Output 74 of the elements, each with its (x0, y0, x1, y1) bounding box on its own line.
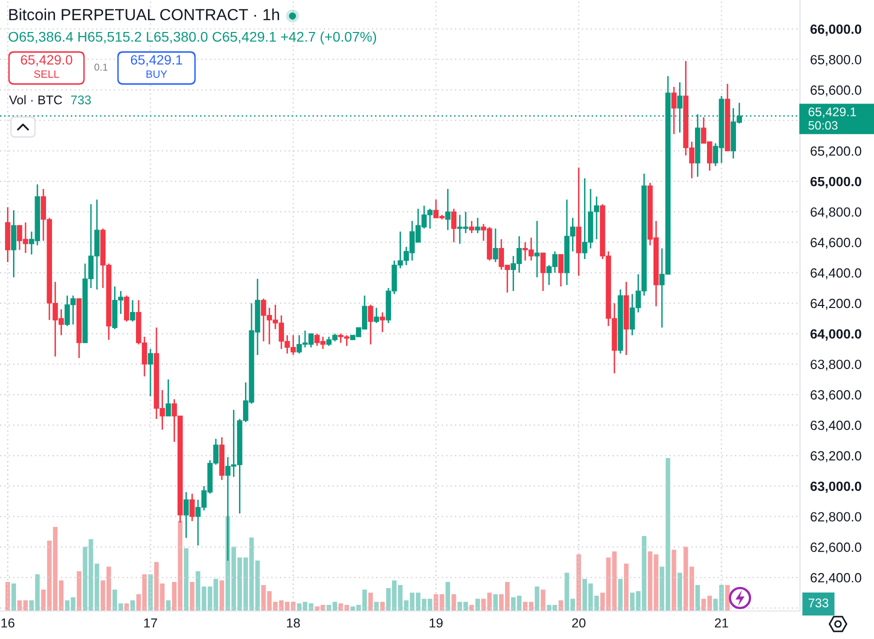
bar (76, 571, 82, 611)
annotation: BUY (146, 70, 168, 78)
candlestick (380, 312, 386, 333)
x-tick-label: 20 (572, 618, 586, 628)
annotation: O65,386.4 H65,515.2 L65,380.0 C65,429.1 +42.7 (+0.07%) (8, 31, 376, 45)
y-tick-label: 64,600.0 (810, 238, 862, 249)
bar (130, 600, 135, 611)
candlestick (492, 228, 498, 263)
y-tick-label: 62,600.0 (810, 542, 862, 554)
y-tick-label: 62,800.0 (810, 512, 862, 524)
bar (672, 550, 676, 611)
y-tick-label: 64,400.0 (810, 268, 862, 280)
candlestick (671, 86, 677, 135)
candlestick (469, 220, 474, 234)
candlestick (475, 217, 480, 234)
candlestick (534, 220, 540, 278)
y-tick-label: 64,000.0 (810, 329, 862, 341)
bar (540, 590, 546, 611)
bar (368, 592, 373, 611)
chart-title: Bitcoin PERPETUAL CONTRACT · 1h (9, 8, 280, 20)
annotation: 0.1 (94, 64, 108, 71)
bar (624, 564, 629, 611)
candlestick (558, 254, 564, 288)
y-tick-label: 63,400.0 (810, 420, 862, 432)
x-tick-label: 18 (286, 618, 300, 628)
x-tick-label: 21 (714, 618, 728, 628)
candlestick (184, 491, 189, 539)
bar (452, 594, 456, 611)
y-tick-label: 63,000.0 (810, 482, 862, 493)
bar (446, 582, 450, 611)
y-tick-label: 65,600.0 (810, 85, 862, 96)
candlestick (190, 492, 195, 522)
bar (475, 598, 480, 611)
x-tick-label: 17 (144, 618, 158, 628)
candlestick (374, 307, 380, 324)
candlestick (540, 252, 546, 292)
text: 733 (808, 598, 828, 608)
candlestick (368, 304, 374, 346)
y-tick-label: 66,000.0 (810, 24, 862, 36)
y-tick-label: 65,800.0 (810, 54, 862, 66)
bar (190, 582, 194, 611)
bar (220, 580, 224, 611)
y-tick-label: 64,200.0 (810, 298, 862, 310)
y-tick-label: 64,800.0 (810, 207, 862, 218)
candlestick (445, 188, 450, 231)
candlestick (124, 294, 130, 322)
bar (695, 584, 700, 611)
y-tick-label: 63,600.0 (810, 390, 862, 402)
candlestick (130, 299, 136, 322)
bar (725, 584, 730, 611)
candlestick (166, 378, 171, 417)
x-tick-label: 19 (430, 618, 443, 628)
bar (493, 594, 498, 611)
candlestick (451, 208, 456, 243)
bar (184, 548, 188, 611)
ref-line-label: 65,429.1 (808, 107, 856, 118)
y-tick-label: 62,400.0 (810, 573, 862, 584)
bar (678, 572, 682, 611)
chart-title: Vol · BTC (9, 95, 62, 104)
candlestick (148, 348, 154, 397)
annotation: SELL (34, 70, 59, 78)
annotation: 733 (71, 96, 91, 104)
bar (166, 600, 171, 611)
annotation: 65,429.0 (20, 55, 72, 66)
text: 50:03 (808, 121, 838, 130)
bar (534, 586, 540, 611)
x-tick-label: 16 (1, 618, 14, 628)
y-tick-label: 65,000.0 (810, 176, 862, 188)
annotation: 65,429.1 (130, 55, 182, 66)
y-tick-label: 65,200.0 (810, 146, 862, 158)
bar (11, 583, 16, 611)
y-tick-label: 63,200.0 (810, 451, 862, 462)
bar (618, 578, 623, 611)
y-tick-label: 63,800.0 (810, 360, 862, 371)
